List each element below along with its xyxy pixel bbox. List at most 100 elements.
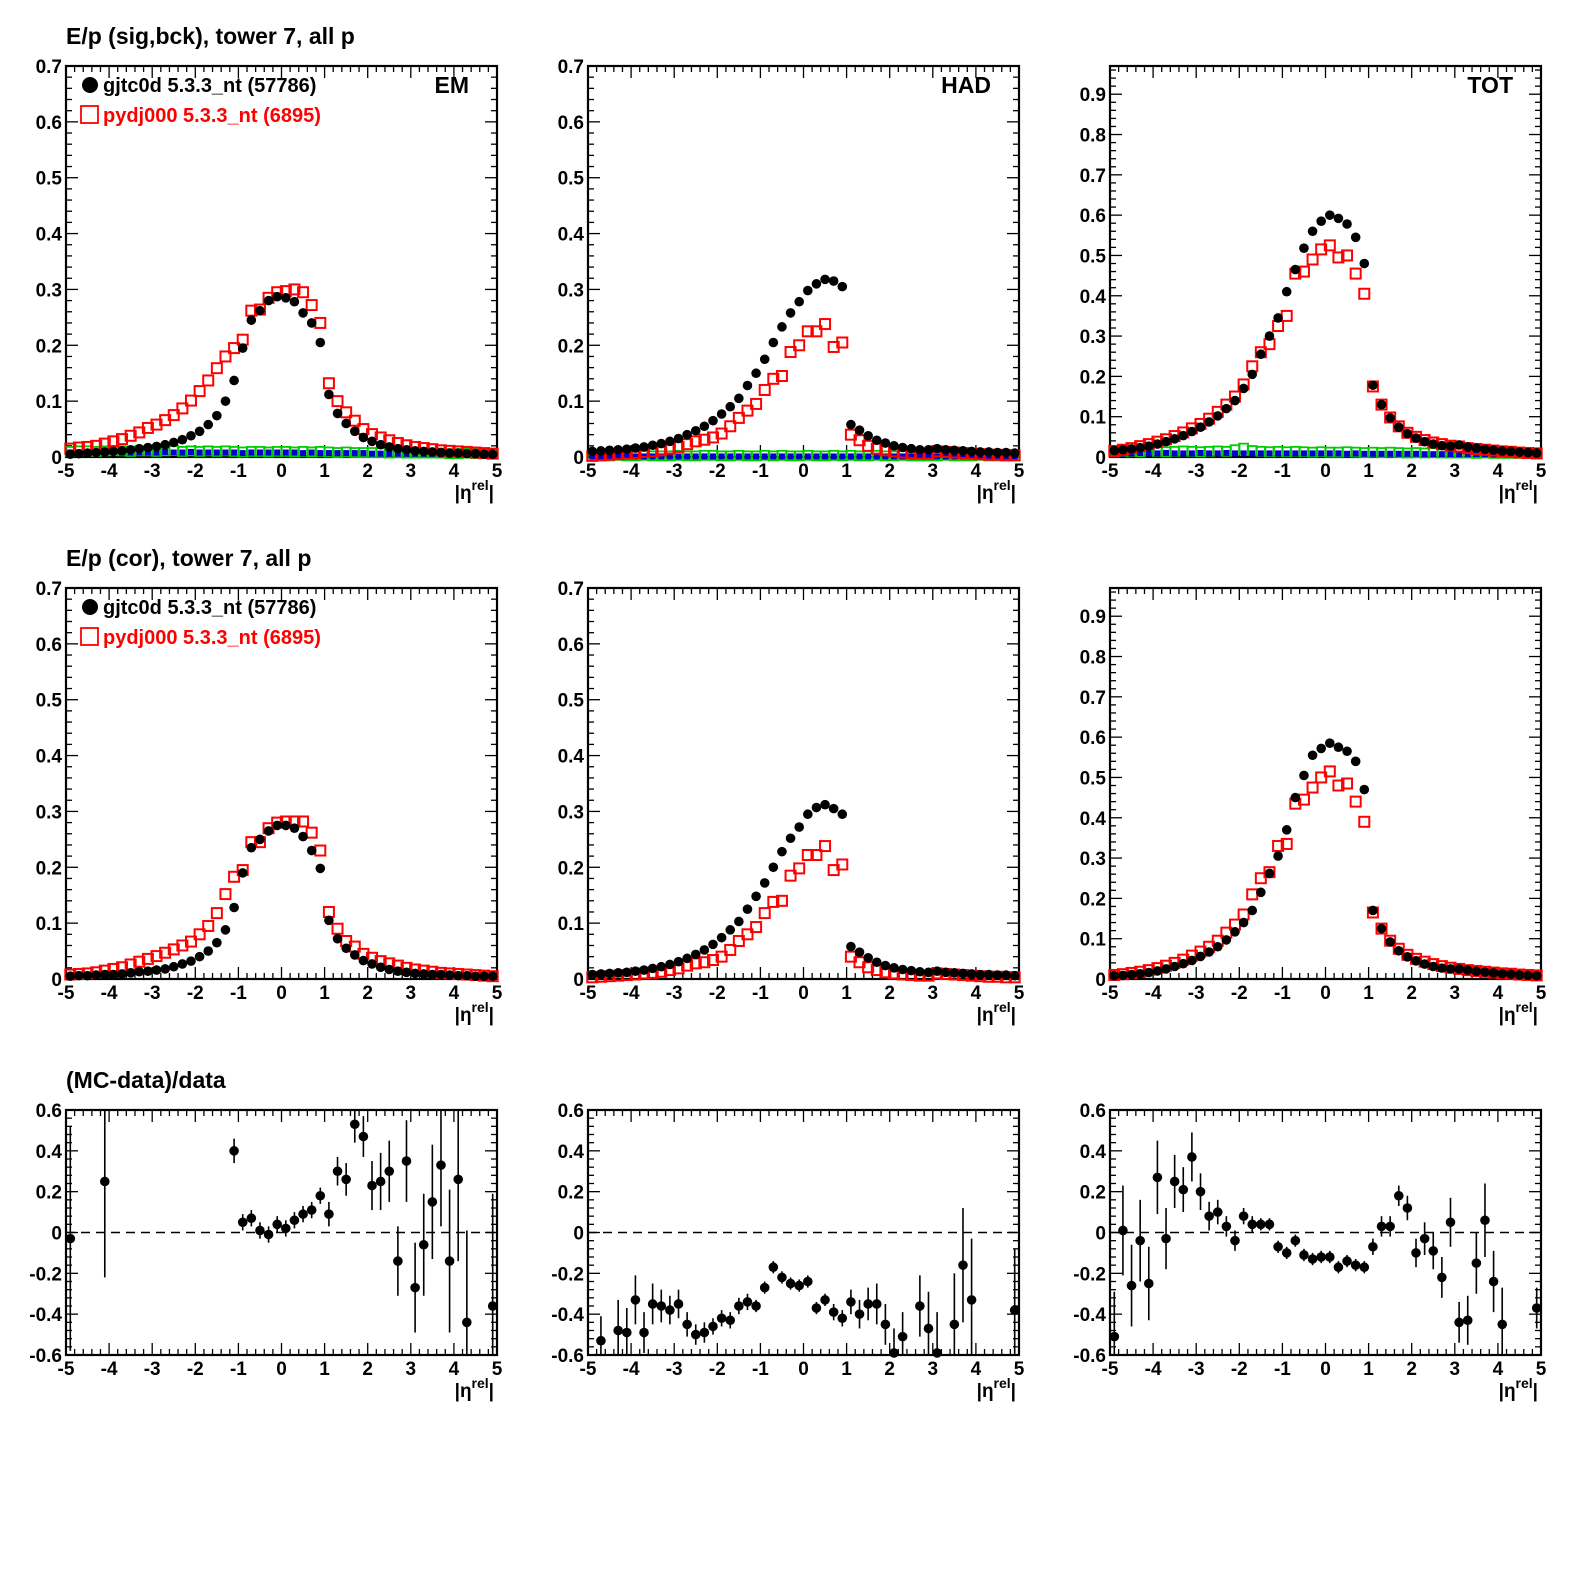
plot-frame xyxy=(1108,586,1543,981)
ratio-point xyxy=(966,1295,977,1305)
data-background-point xyxy=(1300,450,1307,457)
data-point xyxy=(828,803,839,814)
x-axis-label: |ηrel| xyxy=(455,1375,494,1402)
mc-point xyxy=(741,928,754,941)
data-point xyxy=(811,802,822,813)
data-background-point xyxy=(351,450,358,457)
data-point xyxy=(966,969,977,979)
x-tick-label: -4 xyxy=(623,983,640,1004)
y-tick-label: 0.4 xyxy=(558,747,585,768)
data-point xyxy=(1428,961,1439,972)
y-tick-label: 0.7 xyxy=(1080,688,1106,709)
data-background-point xyxy=(684,453,691,460)
data-point xyxy=(587,969,598,980)
mc-point xyxy=(219,350,232,363)
y-tick-label: 0.2 xyxy=(1080,1183,1106,1204)
data-point xyxy=(751,368,761,379)
mc-point xyxy=(732,935,745,948)
data-background-point xyxy=(317,450,324,457)
data-background-point xyxy=(1447,451,1454,458)
data-point xyxy=(647,440,658,451)
ratio-point xyxy=(1342,1256,1352,1266)
data-point xyxy=(1299,770,1309,781)
mc-point xyxy=(706,954,719,967)
chart-panel-3: -5 -4 -3 -2 -1 0 1 2 3 4 5|ηrel| 0 0.1 0.2 0.3 0.4 0.5 0.… xyxy=(1080,64,1547,504)
data-point xyxy=(682,953,692,964)
data-point xyxy=(1333,742,1344,753)
y-tick-label: 0.3 xyxy=(1080,327,1106,348)
data-point xyxy=(820,799,830,810)
data-point xyxy=(1247,905,1258,916)
data-point xyxy=(246,842,257,853)
data-background-point xyxy=(1145,450,1152,457)
data-point xyxy=(1178,958,1189,969)
data-point xyxy=(1135,442,1145,453)
data-point xyxy=(1471,966,1482,977)
data-point xyxy=(1462,965,1473,975)
ratio-point xyxy=(1428,1246,1439,1256)
data-point xyxy=(125,968,136,978)
mc-point xyxy=(741,404,754,417)
ratio-point xyxy=(1143,1278,1154,1289)
data-point xyxy=(759,878,770,888)
x-tick-label: -1 xyxy=(230,461,247,482)
data-point xyxy=(1359,258,1370,269)
data-point xyxy=(1506,969,1516,979)
y-tick-label: 0.6 xyxy=(36,635,62,656)
chart-panel-7: -5 -4 -3 -2 -1 0 1 2 3 4 5|ηrel| -0.6 -0.4 -0.2 0 0.2 0.… xyxy=(29,1101,502,1402)
data-point xyxy=(65,971,76,982)
data-background-point xyxy=(291,449,298,456)
data-point xyxy=(332,408,343,419)
mc-point xyxy=(1358,815,1371,828)
data-background-point xyxy=(959,453,966,460)
y-tick-label: 0.5 xyxy=(558,691,585,712)
chart-panel-2: -5 -4 -3 -2 -1 0 1 2 3 4 5|ηrel| 0 0.1 0.2 0.3 0.4 0.5 0.… xyxy=(558,57,1025,504)
x-tick-label: 4 xyxy=(1493,1359,1504,1380)
mc-point xyxy=(141,421,154,434)
data-point xyxy=(444,448,455,458)
data-point xyxy=(690,425,701,436)
data-background-point xyxy=(1395,450,1402,457)
data-point xyxy=(1152,966,1163,976)
data-point xyxy=(1187,955,1197,966)
ratio-point xyxy=(1264,1219,1275,1230)
data-point xyxy=(1368,905,1378,916)
data-point xyxy=(1109,970,1120,981)
legend-marker-data xyxy=(82,77,98,93)
data-point xyxy=(699,945,710,955)
data-point xyxy=(263,295,274,306)
data-background-point xyxy=(377,450,384,457)
data-point xyxy=(1264,331,1275,341)
y-tick-label: 0 xyxy=(1095,1224,1106,1245)
data-background-point xyxy=(282,449,289,456)
data-background-point xyxy=(1344,450,1351,457)
ratio-point xyxy=(1152,1172,1163,1183)
series-open-square xyxy=(64,283,499,460)
data-point xyxy=(263,826,274,836)
mc-point xyxy=(184,394,197,407)
series-filled-circle xyxy=(1109,738,1542,981)
data-point xyxy=(915,966,925,977)
data-background-point xyxy=(822,453,829,460)
x-tick-label: -4 xyxy=(623,461,640,482)
data-point xyxy=(1001,447,1011,458)
data-point xyxy=(393,966,403,976)
ratio-point xyxy=(1488,1276,1499,1287)
data-point xyxy=(349,950,360,960)
data-point xyxy=(91,447,101,458)
data-background-point xyxy=(735,453,742,460)
data-background-point xyxy=(675,453,682,460)
data-point xyxy=(203,419,214,430)
data-point xyxy=(427,447,438,457)
data-point xyxy=(462,970,472,981)
ratio-point xyxy=(1290,1235,1301,1246)
chart-panel-1: -5 -4 -3 -2 -1 0 1 2 3 4 5|ηrel| 0 0.1 0.2 0.3 0.4 0.5 0.… xyxy=(36,57,503,504)
data-point xyxy=(418,969,429,979)
data-point xyxy=(777,846,787,857)
data-background-point xyxy=(170,449,177,456)
x-tick-label: 3 xyxy=(406,1359,417,1380)
data-point xyxy=(794,296,804,307)
data-background-point xyxy=(248,449,255,456)
data-background-point xyxy=(597,453,604,460)
mc-point xyxy=(331,922,344,935)
